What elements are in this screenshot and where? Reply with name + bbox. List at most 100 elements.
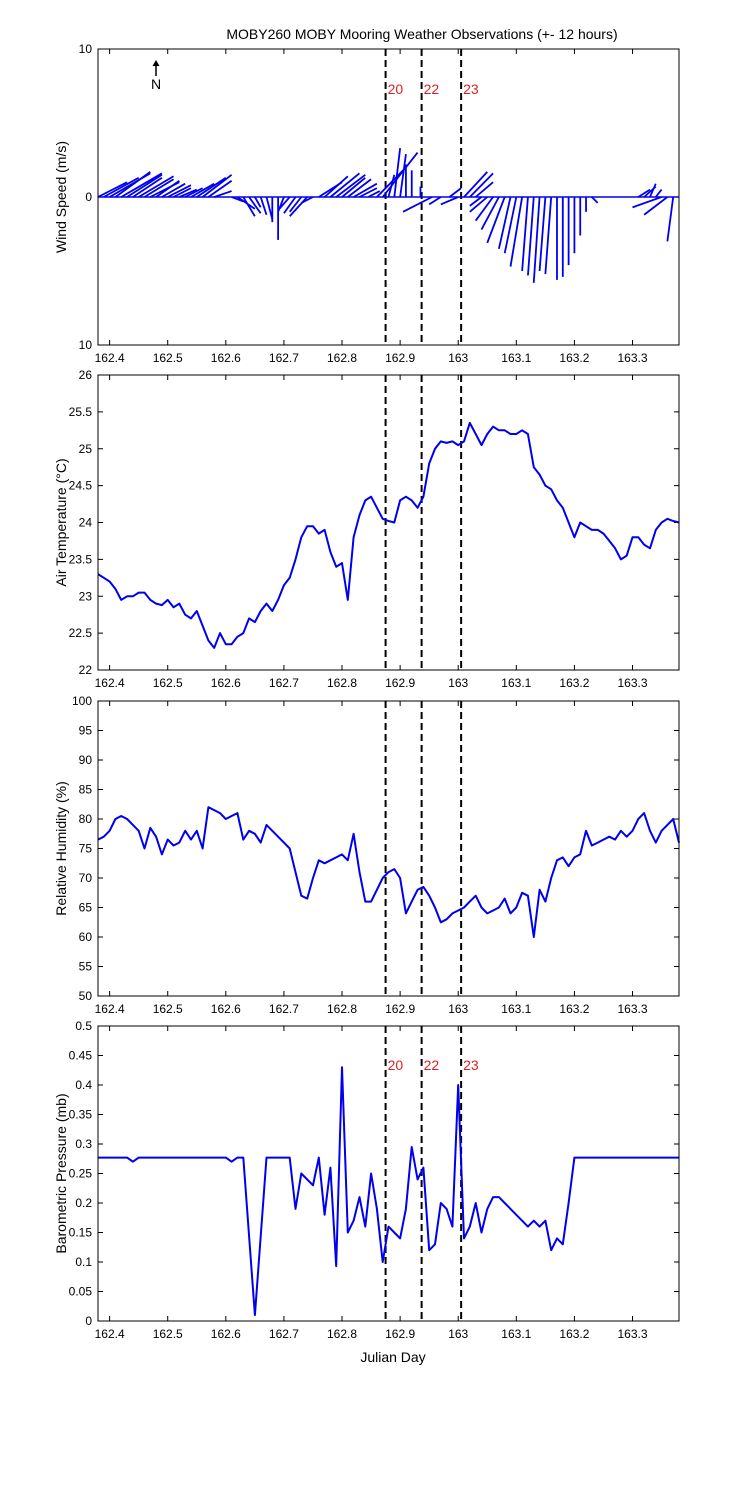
y-tick-label: 0.15 [69,1226,93,1240]
wind-vector [283,196,297,214]
x-tick-label: 162.8 [327,1327,357,1341]
x-tick-label: 162.9 [385,1002,415,1016]
x-tick-label: 162.6 [211,351,241,365]
wind-vector [103,176,140,198]
plot-frame [97,1025,680,1322]
wind-vector [655,189,663,198]
y-tick-label: 25.5 [69,405,93,419]
wind-vector [300,196,314,204]
wind-vector [448,187,462,198]
wind-vector [474,196,494,222]
x-tick-label: 162.9 [385,1327,415,1341]
event-label: 22 [424,1057,440,1073]
wind-vector [381,152,419,198]
x-tick-label: 163.1 [501,1002,531,1016]
x-tick-label: 162.9 [385,676,415,690]
wind-vector [387,174,396,198]
wind-vector [184,187,203,198]
series-line [97,421,680,649]
wind-vector [138,175,174,198]
wind-vector [527,196,535,276]
north-label: N [151,76,161,92]
wind-vector [114,171,151,198]
wind-vector [190,182,215,198]
x-tick-label: 163.2 [559,676,589,690]
x-tick-label: 163.1 [501,1327,531,1341]
series-line [97,806,680,938]
plot-frame [97,48,680,346]
plot-frame [97,374,680,671]
x-tick-label: 163.3 [618,676,648,690]
x-tick-label: 162.5 [153,1002,183,1016]
y-axis-label: Air Temperature (°C) [53,458,69,586]
y-tick-label: 65 [79,901,93,915]
wind-vector [632,196,662,209]
event-label: 20 [388,81,404,97]
wind-vector [173,187,192,198]
wind-vector [399,153,407,198]
wind-vector [498,196,512,249]
wind-vector [469,196,488,213]
y-tick-label: 22 [79,663,93,677]
wind-vector [469,196,483,207]
wind-vector [254,196,262,208]
chart-panel-3: 162.4 162.5 162.6 162.7 162.8 162.9 163 163.1 16… [53,694,680,1016]
x-tick-label: 162.4 [95,351,125,365]
y-tick-label: 0.2 [75,1196,92,1210]
x-tick-label: 162.8 [327,676,357,690]
wind-vector [277,196,291,211]
y-tick-label: 0.35 [69,1108,93,1122]
y-axis-label: Wind Speed (m/s) [53,141,69,253]
chart-panel-2: 162.4 162.5 162.6 162.7 162.8 162.9 163 163.1 16… [53,368,680,690]
wind-vector [521,196,529,272]
wind-vector [393,148,402,198]
wind-vector [161,182,186,198]
wind-vector [120,172,163,198]
figure-title: MOBY260 MOBY Mooring Weather Observation… [226,26,617,42]
x-tick-label: 163.2 [559,1327,589,1341]
x-tick-label: 162.6 [211,676,241,690]
wind-vector [649,183,657,198]
y-tick-label: 24.5 [69,479,93,493]
wind-vector [178,188,198,198]
x-tick-label: 163.1 [501,351,531,365]
y-tick-label: 90 [79,753,93,767]
x-tick-label: 163 [448,1002,468,1016]
y-tick-label: 23.5 [69,552,93,566]
wind-vector [329,172,361,198]
wind-vector [265,196,274,220]
y-tick-label: 0.4 [75,1078,92,1092]
wind-vector [486,196,506,244]
wind-vector [289,196,308,217]
wind-vector [509,196,524,267]
y-tick-label: 25 [79,442,93,456]
wind-vector [213,190,232,198]
y-tick-label: 0.45 [69,1049,93,1063]
y-tick-label: 85 [79,783,93,797]
wind-vector [259,196,268,216]
y-tick-label: 23 [79,589,93,603]
x-tick-label: 163.3 [618,351,648,365]
x-tick-label: 162.9 [385,351,415,365]
x-tick-label: 162.8 [327,1002,357,1016]
y-tick-label: 0 [85,1314,92,1328]
wind-vector [428,196,442,206]
wind-vector [97,181,128,198]
y-tick-label: 10 [79,338,93,352]
wind-vector [469,172,494,198]
wind-vector [155,179,180,198]
event-label: 23 [463,81,479,97]
wind-vector [167,184,192,198]
y-tick-label: 50 [79,989,93,1003]
wind-vector [643,196,668,216]
y-tick-label: 60 [79,930,93,944]
wind-vector [463,171,488,198]
wind-vector [126,174,163,198]
x-tick-label: 163.1 [501,676,531,690]
x-tick-label: 162.5 [153,1327,183,1341]
y-tick-label: 0.5 [75,1019,92,1033]
plot-frame [97,700,680,997]
wind-vector [323,175,349,198]
y-tick-label: 22.5 [69,626,93,640]
x-tick-label: 163.3 [618,1002,648,1016]
